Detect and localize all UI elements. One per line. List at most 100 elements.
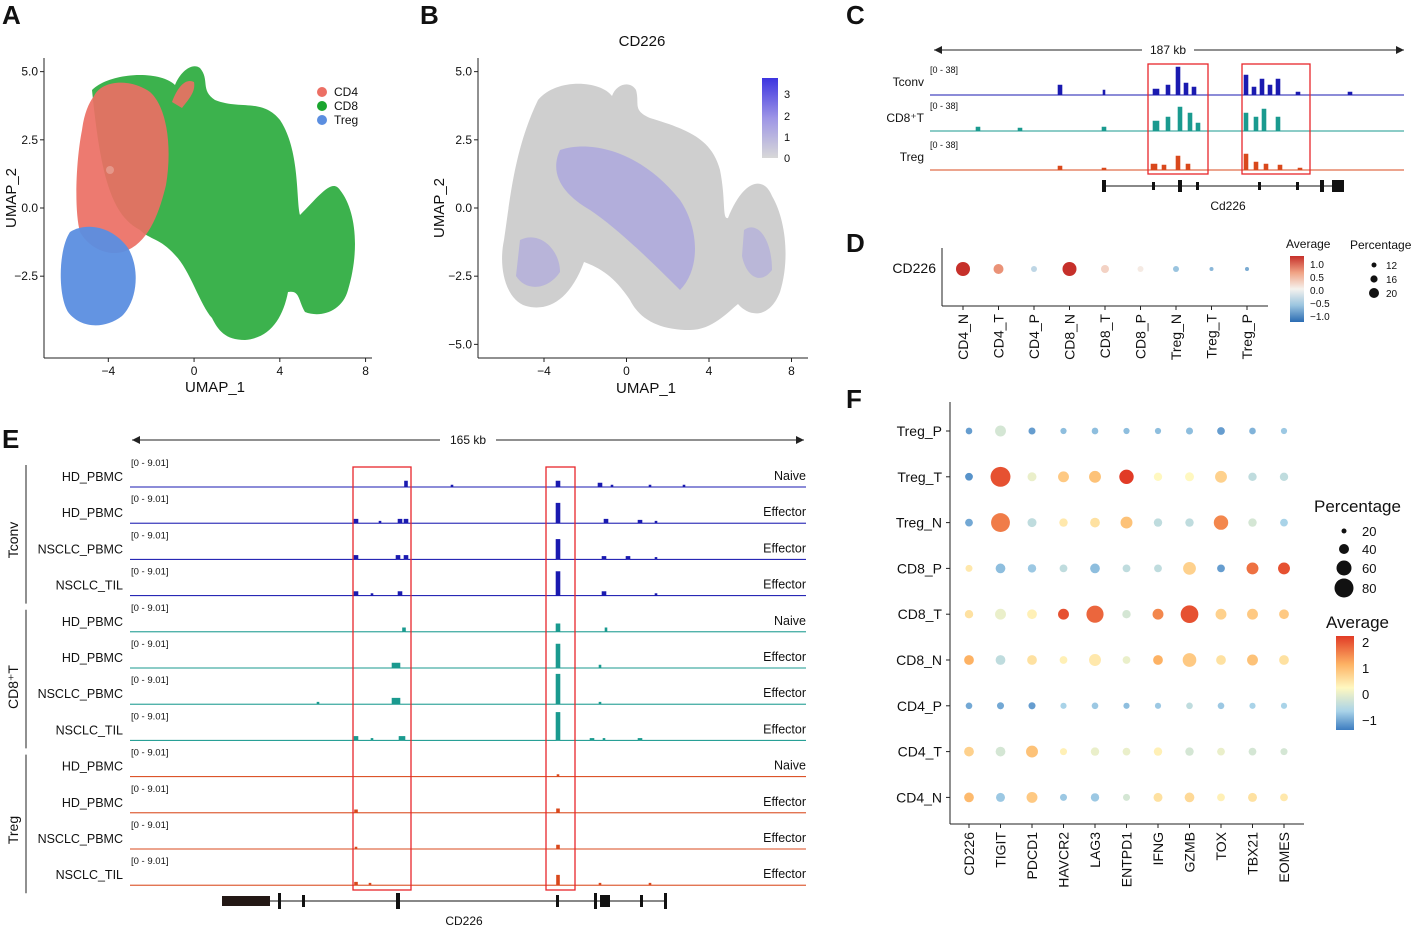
xlabel-Treg_P: Treg_P xyxy=(1239,314,1255,359)
colorbar-d xyxy=(1290,256,1304,322)
track-name: HD_PBMC xyxy=(62,470,123,484)
ytick-label: 2.5 xyxy=(21,133,38,147)
dot-Treg_P-CD226 xyxy=(965,427,973,435)
track-signal xyxy=(130,643,806,669)
dot-CD8_N-TIGIT xyxy=(995,655,1006,665)
track-e-10: [0 - 9.01] NSCLC_PBMC Effector xyxy=(38,820,806,850)
umap-feature-plot: CD226 −4 0 4 8 5.0 2.5 0.0 −2.5 −5.0 UMAP_1 UMAP… xyxy=(431,33,808,397)
atac-tracks-human: 165 kb Tconv[0 - 9.01]HD_PBMC Naive[0 - 9… xyxy=(5,432,806,928)
xtick-label: 0 xyxy=(623,364,630,378)
track-range: [0 - 9.01] xyxy=(131,494,169,505)
dot-CD4_N-GZMB xyxy=(1184,792,1195,803)
dot-CD4_T-EOMES xyxy=(1280,748,1288,756)
dot-CD4_P-TBX21 xyxy=(1249,702,1256,709)
axis-ticks-b: −4 0 4 8 5.0 2.5 0.0 −2.5 −5.0 xyxy=(448,65,795,378)
dot-CD8_N-LAG3 xyxy=(1089,654,1101,666)
dot-CD4_T-TBX21 xyxy=(1248,747,1257,756)
dot-CD4_T-HAVCR2 xyxy=(1059,748,1068,756)
xlabel-CD4_T: CD4_T xyxy=(991,314,1007,359)
colorbar-tick-0: 0 xyxy=(784,153,790,165)
dot-Treg_N-IFNG xyxy=(1153,518,1163,527)
track-e-5: [0 - 9.01] HD_PBMC Effector xyxy=(62,639,806,669)
colorbar-f xyxy=(1336,636,1354,730)
track-name: CD8⁺T xyxy=(886,111,924,125)
dot-CD8_T-ENTPD1 xyxy=(1122,609,1131,619)
track-signal xyxy=(130,502,806,524)
density-highlight xyxy=(106,166,114,174)
dot-CD4_P-TOX xyxy=(1217,702,1225,710)
xlabel-ENTPD1: ENTPD1 xyxy=(1119,832,1135,887)
dot-CD8_T-EOMES xyxy=(1279,609,1289,620)
track-signal xyxy=(130,571,806,596)
xtick-label: −4 xyxy=(537,364,551,378)
track-state: Effector xyxy=(763,650,806,664)
xtick-label: 8 xyxy=(788,364,795,378)
highlight-box-c-1 xyxy=(1147,63,1209,175)
dot-Treg_P-GZMB xyxy=(1185,427,1194,435)
track-name: HD_PBMC xyxy=(62,760,123,774)
track-state: Naive xyxy=(774,759,806,773)
pct-dot-f-40 xyxy=(1339,544,1349,554)
panel-label-d: D xyxy=(846,228,865,258)
track-name: HD_PBMC xyxy=(62,506,123,520)
dot-Treg_T-CD226 xyxy=(965,472,973,481)
dot-CD8_T xyxy=(1101,265,1109,273)
dot-Treg_T-GZMB xyxy=(1185,472,1194,482)
xlabel-CD8_P: CD8_P xyxy=(1133,314,1149,359)
dot-CD8_T-IFNG xyxy=(1152,608,1164,620)
avg-tick-d-0: 1.0 xyxy=(1310,260,1324,271)
track-state: Effector xyxy=(763,722,806,736)
pct-tick-f-0: 20 xyxy=(1362,524,1376,539)
xtick-label: 4 xyxy=(706,364,713,378)
legend-dot-treg xyxy=(317,115,327,125)
dot-CD4_P-CD226 xyxy=(965,702,973,710)
track-name: HD_PBMC xyxy=(62,651,123,665)
avg-tick-d-2: 0.0 xyxy=(1310,286,1324,297)
scale-label-c: 187 kb xyxy=(1150,43,1186,57)
group-label: Treg xyxy=(5,816,21,844)
gene-model-e xyxy=(222,893,667,909)
legend-treg: Treg xyxy=(334,113,358,127)
xlabel-IFNG: IFNG xyxy=(1150,832,1166,865)
xlabel-TBX21: TBX21 xyxy=(1245,832,1261,875)
dot-CD4_T-LAG3 xyxy=(1090,747,1100,756)
track-e-8: [0 - 9.01] HD_PBMC Naive xyxy=(62,748,806,778)
pct-dot-d-12 xyxy=(1371,262,1377,268)
track-range: [0 - 9.01] xyxy=(131,458,169,469)
dot-CD4_T-ENTPD1 xyxy=(1122,747,1131,756)
umap-b-points xyxy=(502,83,786,330)
dot-CD4_N-TBX21 xyxy=(1248,792,1257,802)
feature-high-3 xyxy=(742,227,772,278)
group-0: Tconv [0 - 9.01] HD_PBMC Naive [0 - 9.01] HD_… xyxy=(5,458,806,604)
dot-CD4_T-IFNG xyxy=(1153,747,1163,756)
track-signal xyxy=(130,673,806,705)
dot-CD8_P-GZMB xyxy=(1183,561,1196,575)
xlabel-Treg_N: Treg_N xyxy=(1168,314,1184,360)
dot-CD8_T-TBX21 xyxy=(1247,608,1258,620)
legend-pct-title-f: Percentage xyxy=(1314,497,1401,516)
dot-CD4_N xyxy=(956,262,970,276)
ylabel-CD8_T: CD8_T xyxy=(898,606,943,622)
legend-average-title-d: Average xyxy=(1286,237,1331,251)
track-e-6: [0 - 9.01] NSCLC_PBMC Effector xyxy=(38,673,806,705)
dot-Treg_T xyxy=(1209,267,1214,271)
pct-dot-f-20 xyxy=(1341,528,1347,534)
dot-Treg_T-TIGIT xyxy=(990,466,1011,487)
colorbar-b xyxy=(762,78,778,158)
track-name: Treg xyxy=(900,150,924,164)
track-e-9: [0 - 9.01] HD_PBMC Effector xyxy=(62,784,806,814)
treg-region xyxy=(60,226,136,326)
track-e-3: [0 - 9.01] NSCLC_TIL Effector xyxy=(56,567,806,597)
track-e-4: [0 - 9.01] HD_PBMC Naive xyxy=(62,603,806,633)
xlabel-Treg_T: Treg_T xyxy=(1204,314,1220,359)
legend-a: CD4 CD8 Treg xyxy=(317,85,358,127)
xtick-label: 8 xyxy=(362,364,369,378)
ylabel-Treg_P: Treg_P xyxy=(897,423,942,439)
dot-CD4_T-GZMB xyxy=(1185,747,1194,756)
dot-Treg_T-IFNG xyxy=(1153,472,1163,482)
dot-Treg_P-ENTPD1 xyxy=(1123,427,1130,435)
dot-CD4_N-HAVCR2 xyxy=(1059,793,1068,801)
track-signal xyxy=(130,808,806,814)
legend-pct-title-d: Percentage xyxy=(1350,238,1412,252)
track-state: Naive xyxy=(774,614,806,628)
